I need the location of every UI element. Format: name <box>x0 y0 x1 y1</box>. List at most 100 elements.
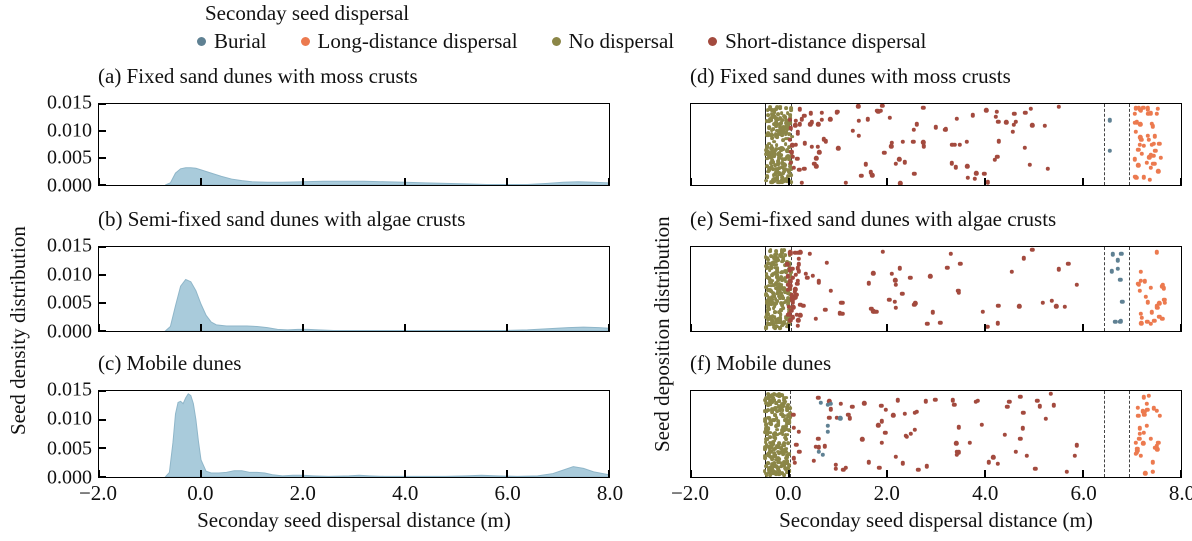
seed-point <box>773 470 778 475</box>
seed-point <box>762 469 767 474</box>
seed-point <box>772 392 777 396</box>
seed-point <box>967 440 973 446</box>
seed-point <box>824 260 830 266</box>
seed-point <box>783 252 787 257</box>
seed-point <box>880 249 886 254</box>
seed-point <box>1143 294 1148 300</box>
seed-point <box>772 139 776 144</box>
y-tick-mark <box>99 184 106 185</box>
seed-point <box>773 285 778 290</box>
y-tick-label: 0.010 <box>47 263 92 286</box>
x-tick-mark <box>608 178 609 185</box>
seed-point <box>780 323 785 328</box>
panel-b-y-tick-labels: 0.000 0.005 0.010 0.015 <box>26 235 92 343</box>
seed-point <box>1157 314 1162 320</box>
seed-point <box>789 297 794 302</box>
seed-point <box>1013 119 1018 124</box>
seed-point <box>774 423 779 428</box>
seed-point <box>1002 432 1007 438</box>
seed-point <box>784 269 789 273</box>
seed-point <box>850 404 855 410</box>
seed-point <box>778 148 783 152</box>
seed-point <box>773 133 778 138</box>
seed-point <box>780 427 785 432</box>
seed-point <box>780 250 785 254</box>
seed-point <box>779 156 784 161</box>
seed-point <box>816 436 821 442</box>
seed-point <box>893 454 898 459</box>
seed-point <box>913 301 918 306</box>
seed-point <box>781 176 786 181</box>
seed-point <box>768 440 773 445</box>
seed-point <box>771 300 776 305</box>
seed-point <box>780 278 785 283</box>
seed-point <box>781 425 785 429</box>
seed-point <box>766 276 771 281</box>
x-tick-mark <box>984 178 986 185</box>
seed-point <box>776 117 781 122</box>
seed-point <box>783 132 788 136</box>
panel-b-title: (b) Semi-fixed sand dunes with algae cru… <box>98 207 466 231</box>
seed-point <box>816 122 821 127</box>
reference-dashed-line <box>1103 104 1105 185</box>
seed-point <box>782 417 787 422</box>
seed-point <box>766 283 771 288</box>
seed-point <box>856 118 861 123</box>
seed-point <box>1137 142 1142 148</box>
seed-point <box>776 403 781 408</box>
seed-point <box>781 130 786 134</box>
seed-point <box>777 125 782 129</box>
seed-point <box>859 173 864 179</box>
seed-point <box>791 412 796 418</box>
seed-point <box>1141 143 1147 149</box>
seed-point <box>807 251 812 256</box>
y-tick-mark <box>99 476 106 477</box>
x-tick-mark <box>200 470 202 477</box>
reference-dashed-line <box>1128 247 1130 331</box>
seed-point <box>768 254 773 259</box>
y-tick-mark <box>99 330 106 331</box>
reference-dashed-line <box>1103 247 1105 331</box>
seed-point <box>972 176 978 181</box>
x-tick-mark <box>788 470 790 477</box>
seed-point <box>891 412 896 418</box>
seed-point <box>769 265 773 270</box>
seed-point <box>775 175 779 179</box>
seed-point <box>954 116 959 121</box>
seed-point <box>1045 166 1050 172</box>
seed-point <box>767 470 772 475</box>
seed-point <box>775 317 780 322</box>
seed-point <box>815 144 821 149</box>
seed-point <box>1144 401 1150 407</box>
panel-a-density-plot <box>98 103 610 186</box>
seed-point <box>768 464 773 469</box>
seed-point <box>1010 129 1015 135</box>
seed-point <box>774 262 779 267</box>
seed-point <box>797 122 803 127</box>
seed-point <box>897 266 903 271</box>
seed-point <box>1009 269 1014 274</box>
seed-point <box>1139 315 1145 320</box>
seed-point <box>1012 111 1017 117</box>
seed-point <box>782 263 787 268</box>
seed-point <box>1147 177 1152 183</box>
seed-point <box>788 160 794 165</box>
seed-point <box>957 142 963 148</box>
seed-point <box>1064 469 1070 474</box>
seed-point <box>952 402 957 407</box>
seed-point <box>766 311 771 316</box>
seed-point <box>775 121 780 126</box>
seed-point <box>764 285 768 290</box>
seed-point <box>770 108 774 113</box>
x-tick-label: −2.0 <box>78 481 118 505</box>
seed-point <box>776 112 781 117</box>
seed-point <box>790 315 796 321</box>
seed-point <box>786 153 790 158</box>
seed-point <box>790 154 795 160</box>
density-area <box>164 278 609 331</box>
seed-point <box>1159 316 1165 321</box>
seed-point <box>770 469 775 473</box>
seed-point <box>777 293 782 298</box>
seed-point <box>778 252 783 257</box>
seed-point <box>925 321 930 327</box>
